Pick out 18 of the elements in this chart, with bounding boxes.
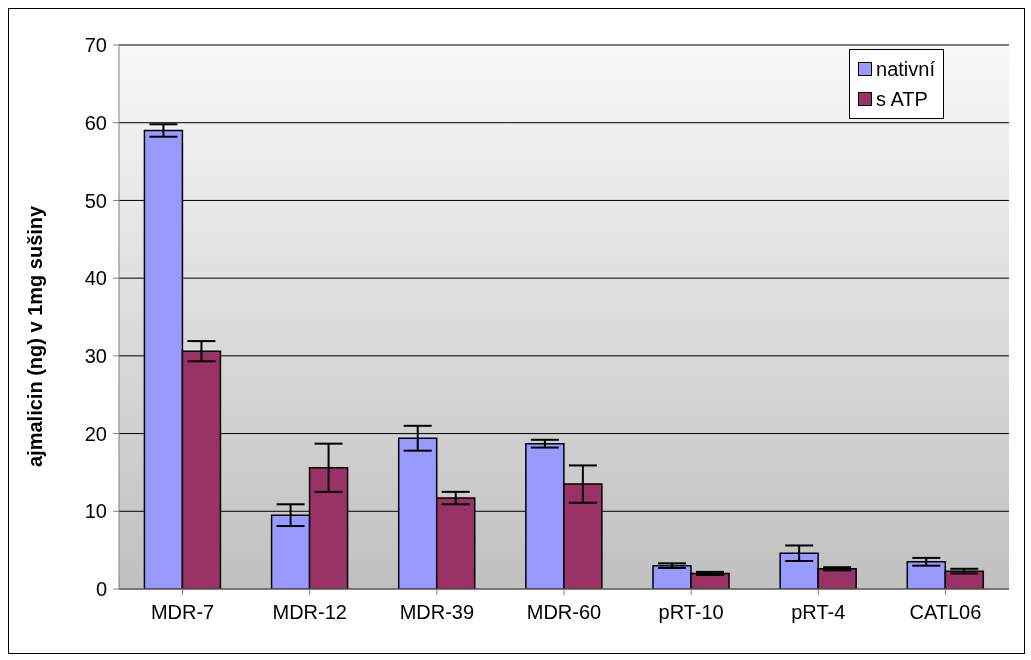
y-tick-label: 60 [84,111,107,134]
y-tick-label: 10 [84,500,107,523]
legend-label: s ATP [876,87,928,112]
x-tick-label: pRT-10 [658,601,724,624]
x-tick-label: MDR-12 [272,601,347,624]
y-tick-label: 40 [84,267,107,290]
y-tick-label: 70 [84,34,107,57]
legend-label: nativní [876,57,935,82]
y-axis-title: ajmalicin (ng) v 1mg sušiny [24,204,47,467]
y-tick-label: 50 [84,189,107,212]
y-tick-label: 0 [95,578,107,601]
x-tick-label: MDR-39 [399,601,475,624]
y-tick-label: 20 [84,422,107,445]
x-tick-label: MDR-60 [526,601,602,624]
x-tick-label: MDR-7 [150,601,215,624]
y-tick-label: 30 [84,344,107,367]
x-tick-label: CATL06 [909,601,982,624]
x-tick-label: pRT-4 [791,601,846,624]
